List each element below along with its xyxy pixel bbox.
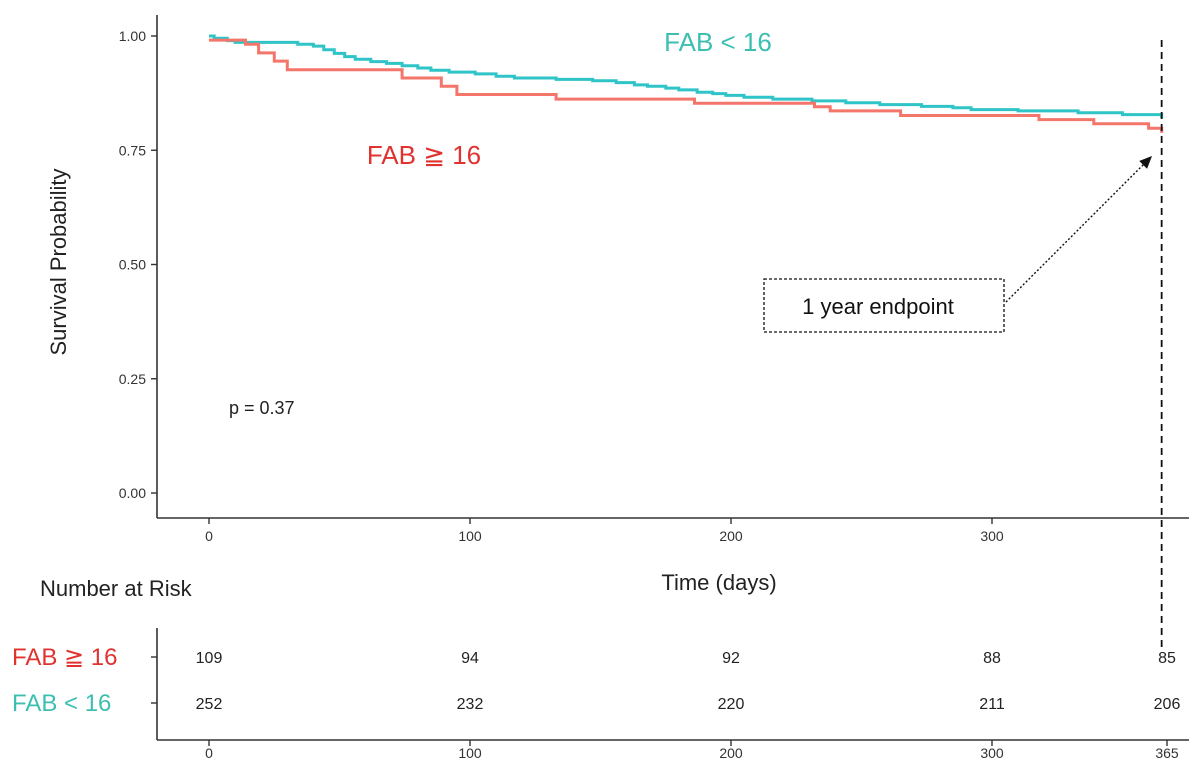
y-tick-label: 0.25 (119, 371, 146, 387)
x-tick-label: 200 (719, 528, 743, 544)
survival-curve-fab-ge-16 (209, 38, 1164, 133)
risk-count-cell: 232 (457, 696, 484, 713)
x-axis-title: Time (days) (661, 570, 776, 595)
risk-count-cell: 92 (722, 650, 740, 667)
risk-count-cell: 88 (983, 650, 1001, 667)
y-axis-title: Survival Probability (46, 168, 71, 355)
endpoint-annotation-box (763, 278, 1005, 333)
survival-curve-fab-lt-16 (209, 34, 1164, 119)
risk-count-cell: 109 (196, 650, 223, 667)
endpoint-annotation-label: 1 year endpoint (802, 294, 954, 319)
plot-area: 0.00 0.25 0.50 0.75 1.00 0 100 200 300 Survival P… (46, 15, 1189, 652)
risk-x-tick-label: 200 (719, 745, 743, 758)
risk-row-label: FAB ≧ 16 (12, 644, 118, 671)
risk-count-cell: 211 (979, 696, 1005, 713)
risk-count-cell: 94 (461, 650, 479, 667)
y-tick-label: 1.00 (119, 28, 146, 44)
risk-count-cell: 206 (1154, 696, 1181, 713)
risk-table-title: Number at Risk (40, 576, 193, 601)
series-label-fab-ge-16: FAB ≧ 16 (367, 140, 481, 170)
risk-row-label: FAB < 16 (12, 690, 111, 717)
risk-table: Number at Risk FAB ≧ 16 109 94 92 88 85 FAB < 1… (12, 576, 1189, 761)
endpoint-arrow (1005, 156, 1152, 303)
risk-count-cell: 252 (196, 696, 223, 713)
risk-x-tick-label: 300 (980, 745, 1004, 758)
y-tick-label: 0.50 (119, 257, 146, 273)
x-tick-label: 100 (458, 528, 482, 544)
y-tick-label: 0.00 (119, 485, 146, 501)
risk-count-cell: 220 (718, 696, 745, 713)
risk-x-tick-label: 365 (1155, 745, 1179, 758)
risk-count-cell: 85 (1158, 650, 1176, 667)
series-label-fab-lt-16: FAB < 16 (664, 27, 772, 57)
y-tick-label: 0.75 (119, 142, 146, 158)
risk-x-tick-label: 0 (205, 745, 213, 758)
p-value-label: p = 0.37 (229, 398, 295, 418)
x-tick-label: 0 (205, 528, 213, 544)
x-tick-label: 300 (980, 528, 1004, 544)
risk-x-tick-label: 100 (458, 745, 482, 758)
